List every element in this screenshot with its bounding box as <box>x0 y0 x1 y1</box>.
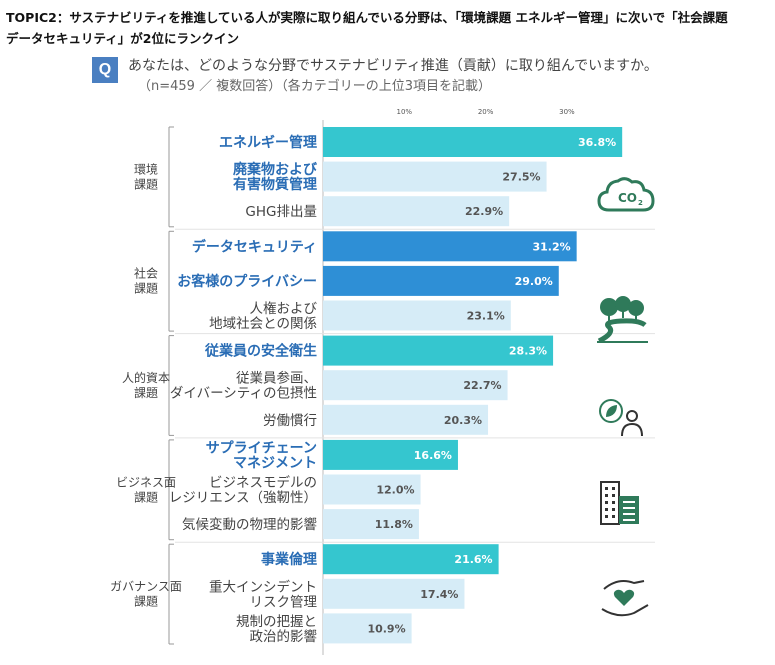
bar-value-label: 36.8% <box>578 136 616 149</box>
bar-value-label: 17.4% <box>420 588 458 601</box>
bar-category-label: 規制の把握と <box>236 614 317 630</box>
x-tick-label: 10% <box>397 108 413 116</box>
bar-category-label: エネルギー管理 <box>219 134 317 151</box>
bar-category-label: 廃棄物および <box>233 161 318 178</box>
bar-category-label: 従業員の安全衛生 <box>204 343 317 360</box>
bar-value-label: 31.2% <box>532 240 570 253</box>
bar-category-label: 事業倫理 <box>261 551 317 568</box>
headline: TOPIC2：サステナビリティを推進している人が実際に取り組んでいる分野は、「環… <box>6 7 766 49</box>
bar <box>323 613 412 644</box>
building-icon <box>600 481 639 525</box>
bar-value-label: 29.0% <box>515 275 553 288</box>
bar-value-label: 12.0% <box>376 484 414 497</box>
bar <box>323 370 508 401</box>
co2-cloud-icon: CO 2 <box>597 177 655 212</box>
headline-line-2: データセキュリティ」が2位にランクイン <box>6 31 239 46</box>
bar-category-label: リスク管理 <box>250 594 318 610</box>
bar <box>323 335 554 366</box>
bar <box>323 300 511 331</box>
group-label: 社会 <box>134 266 158 281</box>
bar-value-label: 22.9% <box>465 205 503 218</box>
bar-category-label: 労働慣行 <box>263 413 317 429</box>
bar <box>323 404 489 435</box>
bar-category-label: GHG排出量 <box>245 204 317 220</box>
question-badge: Q <box>92 57 118 83</box>
hands-heart-icon <box>601 580 649 617</box>
group-label: 課題 <box>134 176 158 191</box>
group-label: 環境 <box>134 161 158 176</box>
question-text: あなたは、どのような分野でサステナビリティ推進（貢献）に取り組んでいますか。 <box>128 58 658 74</box>
bar-value-label: 21.6% <box>454 553 492 566</box>
bar-value-label: 23.1% <box>467 310 505 323</box>
x-tick-label: 30% <box>559 108 575 116</box>
group-label: 課題 <box>134 594 158 609</box>
group-label: ガバナンス面 <box>110 580 182 594</box>
bar <box>323 578 465 609</box>
group-label: 課題 <box>134 489 158 504</box>
bar <box>323 265 559 296</box>
group-label: ビジネス面 <box>116 475 176 489</box>
bar-value-label: 20.3% <box>444 414 482 427</box>
group-label: 人的資本 <box>122 370 170 385</box>
headline-line-1: TOPIC2：サステナビリティを推進している人が実際に取り組んでいる分野は、「環… <box>6 10 728 25</box>
bar <box>323 196 510 227</box>
svg-text:CO: CO <box>618 191 637 205</box>
bar-category-label: お客様のプライバシー <box>177 273 317 290</box>
bar-category-label: 人権および <box>250 300 318 317</box>
bar <box>323 231 577 262</box>
bar-value-label: 16.6% <box>414 449 452 462</box>
people-leaf-icon <box>599 399 643 437</box>
bar <box>323 474 421 505</box>
bar-category-label: 従業員参画、 <box>236 370 317 387</box>
x-tick-label: 20% <box>478 108 494 116</box>
bar-value-label: 11.8% <box>375 518 413 531</box>
bar <box>323 127 623 157</box>
forest-path-icon <box>597 296 648 343</box>
bar-category-label: 有害物質管理 <box>233 176 317 193</box>
bar-category-label: 気候変動の物理的影響 <box>182 516 317 533</box>
bar-category-label: 地域社会との関係 <box>209 316 317 332</box>
bar <box>323 161 547 192</box>
bar-category-label: レジリエンス（強靭性） <box>169 490 317 506</box>
bar-category-label: マネジメント <box>233 455 317 471</box>
bar <box>323 439 458 470</box>
bar-category-label: ビジネスモデルの <box>209 474 317 491</box>
bar-value-label: 10.9% <box>367 622 405 635</box>
bar <box>323 544 499 575</box>
bar-value-label: 22.7% <box>463 379 501 392</box>
group-label: 課題 <box>134 281 158 296</box>
bar-category-label: 政治的影響 <box>250 628 318 645</box>
bar-value-label: 27.5% <box>502 171 540 184</box>
bar-category-label: ダイバーシティの包摂性 <box>170 386 317 402</box>
question-subtitle: （n=459 ／ 複数回答）（各カテゴリーの上位3項目を記載） <box>138 79 491 94</box>
svg-text:2: 2 <box>638 199 643 207</box>
bar-category-label: サプライチェーン <box>206 440 317 456</box>
bar <box>323 509 419 540</box>
bar-category-label: 重大インシデント <box>209 578 317 595</box>
bar-category-label: データセキュリティ <box>192 238 317 255</box>
bar-value-label: 28.3% <box>509 345 547 358</box>
group-label: 課題 <box>134 385 158 400</box>
